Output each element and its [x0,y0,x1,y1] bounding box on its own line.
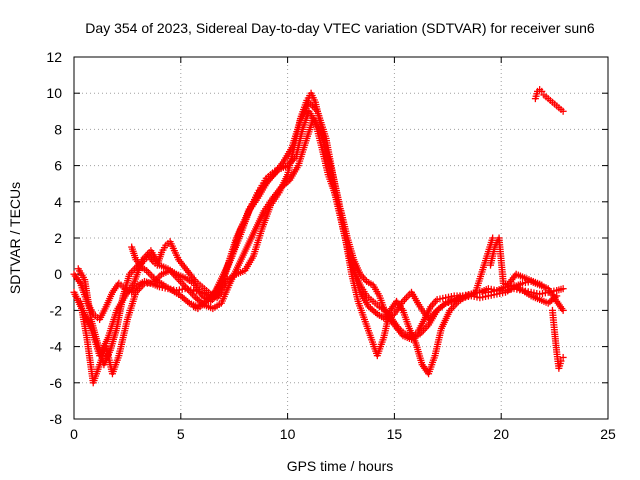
data-point-trace-i [222,281,230,289]
y-tick-label: -2 [50,302,63,318]
x-tick-label: 10 [280,426,296,442]
data-point-trace-e [538,281,546,289]
data-point-trace-g [559,353,567,361]
y-tick-label: -8 [50,411,63,427]
data-point-trace-c [553,292,561,300]
y-tick-label: 12 [46,49,62,65]
y-tick-label: -6 [50,375,63,391]
x-tick-label: 5 [177,426,185,442]
grid [74,57,608,419]
data-point-trace-f [538,87,546,95]
data-point-trace-g [557,357,565,365]
data-marks [70,86,567,387]
axis-ticks: 0 5 10 15 20 25 -8 -6 -4 -2 0 2 4 6 8 10 12 [46,49,616,442]
x-axis-label: GPS time / hours [287,458,394,474]
y-tick-label: 4 [54,194,62,210]
data-point-trace-f [559,107,567,115]
x-tick-label: 25 [600,426,616,442]
x-tick-label: 0 [70,426,78,442]
x-tick-label: 15 [387,426,403,442]
y-axis-label: SDTVAR / TECUs [7,182,23,294]
data-point-trace-b [559,306,567,314]
y-tick-label: 8 [54,121,62,137]
y-tick-label: 6 [54,158,62,174]
data-point-trace-h [271,167,279,175]
data-point-trace-d [489,234,497,242]
chart-title: Day 354 of 2023, Sidereal Day-to-day VTE… [85,20,595,36]
y-tick-label: -4 [50,339,63,355]
y-tick-label: 10 [46,85,62,101]
y-tick-label: 0 [54,266,62,282]
y-tick-label: 2 [54,230,62,246]
x-tick-label: 20 [493,426,509,442]
data-point-trace-a [559,285,567,293]
